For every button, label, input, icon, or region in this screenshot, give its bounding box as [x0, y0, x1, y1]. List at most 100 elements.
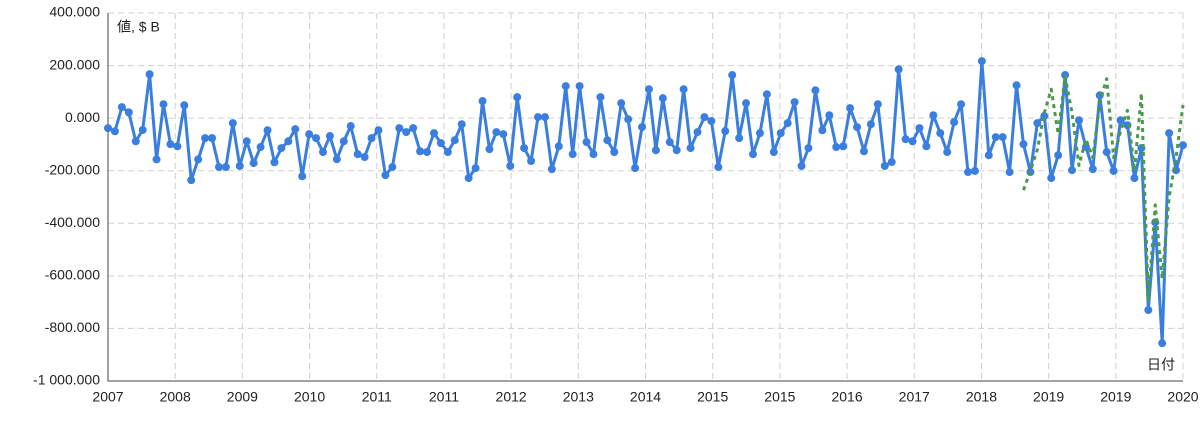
data-point	[187, 176, 196, 185]
data-point	[1005, 168, 1014, 177]
y-tick-label: 200.000	[49, 56, 100, 72]
x-tick-label: 2017	[899, 389, 930, 405]
x-tick-label: 2015	[697, 389, 728, 405]
data-point	[610, 148, 619, 157]
data-point	[977, 57, 986, 66]
y-axis-label: 値, $ B	[117, 19, 160, 35]
x-tick-label: 2011	[429, 389, 459, 405]
data-point	[665, 138, 674, 147]
data-point	[513, 93, 522, 102]
data-point	[728, 71, 737, 80]
data-point	[957, 100, 966, 109]
data-point	[700, 113, 709, 122]
data-point	[589, 150, 598, 159]
data-point	[374, 126, 383, 135]
data-point	[423, 148, 432, 157]
data-point	[783, 119, 792, 128]
data-point	[346, 122, 355, 131]
data-point	[1088, 165, 1097, 174]
data-point	[769, 148, 778, 157]
data-point	[1116, 116, 1125, 125]
data-point	[395, 124, 404, 133]
data-point	[221, 163, 230, 172]
data-point	[776, 129, 785, 138]
data-point	[416, 147, 425, 156]
x-tick-label: 2020	[1167, 389, 1198, 405]
data-point	[291, 125, 300, 134]
x-tick-label: 2019	[1100, 389, 1131, 405]
data-point	[894, 65, 903, 74]
data-point	[832, 143, 841, 152]
data-point	[901, 135, 910, 144]
data-point	[721, 127, 730, 136]
data-point	[984, 151, 993, 160]
y-tick-label: 400.000	[49, 4, 100, 20]
data-point	[214, 163, 223, 172]
x-tick-label: 2018	[966, 389, 997, 405]
data-point	[1012, 81, 1021, 90]
data-point	[707, 117, 716, 126]
data-point	[936, 129, 945, 138]
data-point	[651, 146, 660, 155]
x-tick-label: 2011	[362, 389, 392, 405]
x-tick-label: 2019	[1033, 389, 1064, 405]
data-point	[429, 129, 438, 138]
data-point	[603, 136, 612, 145]
data-point	[755, 129, 764, 138]
data-point	[319, 148, 327, 157]
data-point	[443, 148, 452, 157]
data-point	[631, 164, 640, 173]
y-tick-label: -600.000	[45, 267, 100, 283]
data-point	[201, 134, 210, 143]
x-tick-label: 2013	[563, 389, 594, 405]
data-point	[624, 115, 633, 124]
data-point	[1019, 140, 1028, 149]
data-point	[866, 120, 875, 129]
data-point	[1054, 151, 1063, 160]
data-point	[249, 159, 258, 168]
x-tick-label: 2010	[294, 389, 325, 405]
data-point	[596, 93, 605, 102]
data-point	[693, 128, 702, 137]
data-point	[804, 144, 813, 153]
data-point	[263, 126, 272, 135]
data-point	[506, 161, 515, 170]
data-point	[284, 137, 293, 146]
data-point	[929, 111, 938, 120]
data-point	[1068, 166, 1077, 175]
x-tick-label: 2008	[160, 389, 191, 405]
data-point	[159, 100, 168, 109]
data-point	[450, 136, 459, 145]
data-point	[325, 132, 334, 141]
data-point	[235, 161, 244, 170]
data-point	[436, 139, 445, 148]
data-point	[575, 82, 584, 91]
data-point	[332, 155, 341, 164]
series-line	[107, 59, 1185, 345]
data-point	[381, 171, 390, 180]
data-point	[1033, 119, 1042, 128]
plot: 400.000 200.000 0.000 -200.000 -400.000 -600.…	[33, 4, 1199, 405]
data-point	[998, 133, 1007, 142]
data-point	[152, 155, 161, 164]
data-point	[110, 127, 119, 136]
data-point	[312, 134, 321, 143]
data-point	[742, 99, 751, 108]
data-point	[825, 111, 834, 120]
data-point	[672, 146, 681, 155]
data-point	[568, 150, 577, 159]
data-point	[520, 144, 529, 153]
data-point	[846, 104, 855, 113]
data-point	[138, 125, 147, 134]
data-point	[1109, 166, 1118, 175]
x-axis-label: 日付	[1147, 357, 1175, 373]
data-point	[270, 158, 279, 167]
data-point	[173, 142, 182, 151]
data-point	[1074, 116, 1083, 125]
data-point	[561, 82, 570, 91]
data-point	[277, 144, 286, 153]
data-point	[859, 147, 868, 156]
x-tick-label: 2007	[92, 389, 123, 405]
data-point	[991, 133, 1000, 142]
